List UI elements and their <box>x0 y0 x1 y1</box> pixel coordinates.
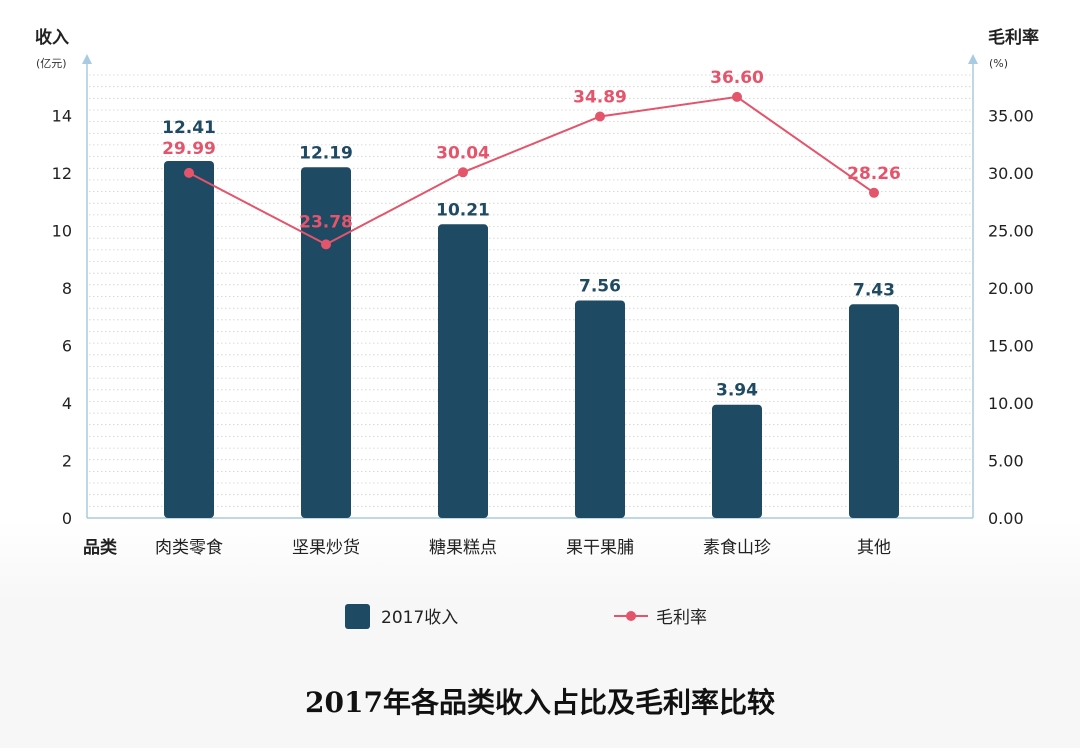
left-tick-label: 12 <box>52 164 72 183</box>
line-value-label: 34.89 <box>573 88 627 108</box>
legend: 2017收入 毛利率 <box>345 604 707 629</box>
right-tick-label: 5.00 <box>988 452 1024 471</box>
bar <box>575 300 625 518</box>
right-tick-label: 25.00 <box>988 221 1034 240</box>
right-tick-label: 20.00 <box>988 279 1034 298</box>
line-value-label: 36.60 <box>710 68 764 88</box>
right-tick-label: 30.00 <box>988 164 1034 183</box>
category-labels: 肉类零食 坚果炒货 糖果糕点 果干果脯 素食山珍 其他 <box>155 538 891 558</box>
right-axis-title: 毛利率 <box>988 27 1039 48</box>
category-label: 其他 <box>857 538 891 558</box>
line-value-label: 29.99 <box>162 139 216 159</box>
bar-value-label: 7.43 <box>853 280 895 300</box>
margin-point <box>732 91 742 102</box>
category-label: 果干果脯 <box>566 538 634 558</box>
left-tick-label: 10 <box>52 221 72 240</box>
category-label: 素食山珍 <box>703 538 771 558</box>
bar <box>712 404 762 518</box>
legend-swatch-revenue <box>345 604 370 629</box>
right-tick-label: 15.00 <box>988 336 1034 355</box>
legend-label-revenue: 2017收入 <box>381 608 458 628</box>
line-series <box>184 91 879 250</box>
bar-series <box>164 161 899 519</box>
right-axis-arrow <box>968 54 978 64</box>
left-tick-label: 2 <box>62 452 72 471</box>
right-tick-label: 0.00 <box>988 509 1024 528</box>
left-tick-label: 6 <box>62 336 72 355</box>
margin-point <box>458 167 468 178</box>
margin-line <box>188 95 875 246</box>
bar <box>301 167 351 519</box>
right-tick-label: 35.00 <box>988 106 1034 125</box>
category-label: 坚果炒货 <box>292 538 360 558</box>
gridlines <box>89 74 971 507</box>
margin-point <box>184 167 194 178</box>
left-tick-label: 8 <box>62 279 72 298</box>
bar-value-label: 12.19 <box>299 143 353 163</box>
legend-label-margin: 毛利率 <box>656 608 707 628</box>
axes: 收入 (亿元) 毛利率 (%) 品类 <box>35 27 1039 558</box>
bar-value-label: 12.41 <box>162 118 216 138</box>
chart-title: 2017年各品类收入占比及毛利率比较 <box>305 686 775 719</box>
bar-value-label: 3.94 <box>716 381 758 401</box>
category-label: 肉类零食 <box>155 538 223 558</box>
bar-value-label: 10.21 <box>436 200 490 220</box>
bar <box>438 224 488 519</box>
left-tick-label: 0 <box>62 509 72 528</box>
margin-point <box>595 111 605 122</box>
left-tick-label: 4 <box>62 394 72 413</box>
right-axis-ticks: 0.00 5.00 10.00 15.00 20.00 25.00 30.00 35.00 <box>988 106 1034 528</box>
line-value-label: 30.04 <box>436 143 490 163</box>
data-labels: 12.41 12.19 10.21 7.56 3.94 7.43 29.99 23.78 30.… <box>162 68 901 401</box>
margin-point <box>321 239 331 250</box>
right-axis-unit: (%) <box>989 57 1008 70</box>
left-axis-ticks: 0 2 4 6 8 10 12 14 <box>52 106 72 528</box>
category-axis-title: 品类 <box>83 537 118 558</box>
left-axis-arrow <box>82 54 92 64</box>
bar <box>849 304 899 518</box>
category-label: 糖果糕点 <box>429 538 497 558</box>
left-axis-title: 收入 <box>35 27 69 48</box>
bar-value-label: 7.56 <box>579 277 621 297</box>
right-tick-label: 10.00 <box>988 394 1034 413</box>
line-value-label: 23.78 <box>299 212 353 232</box>
left-axis-unit: (亿元) <box>36 57 67 70</box>
left-tick-label: 14 <box>52 106 72 125</box>
line-value-label: 28.26 <box>847 164 901 184</box>
bar <box>164 161 214 518</box>
legend-marker-margin <box>626 611 636 621</box>
margin-point <box>869 187 879 198</box>
